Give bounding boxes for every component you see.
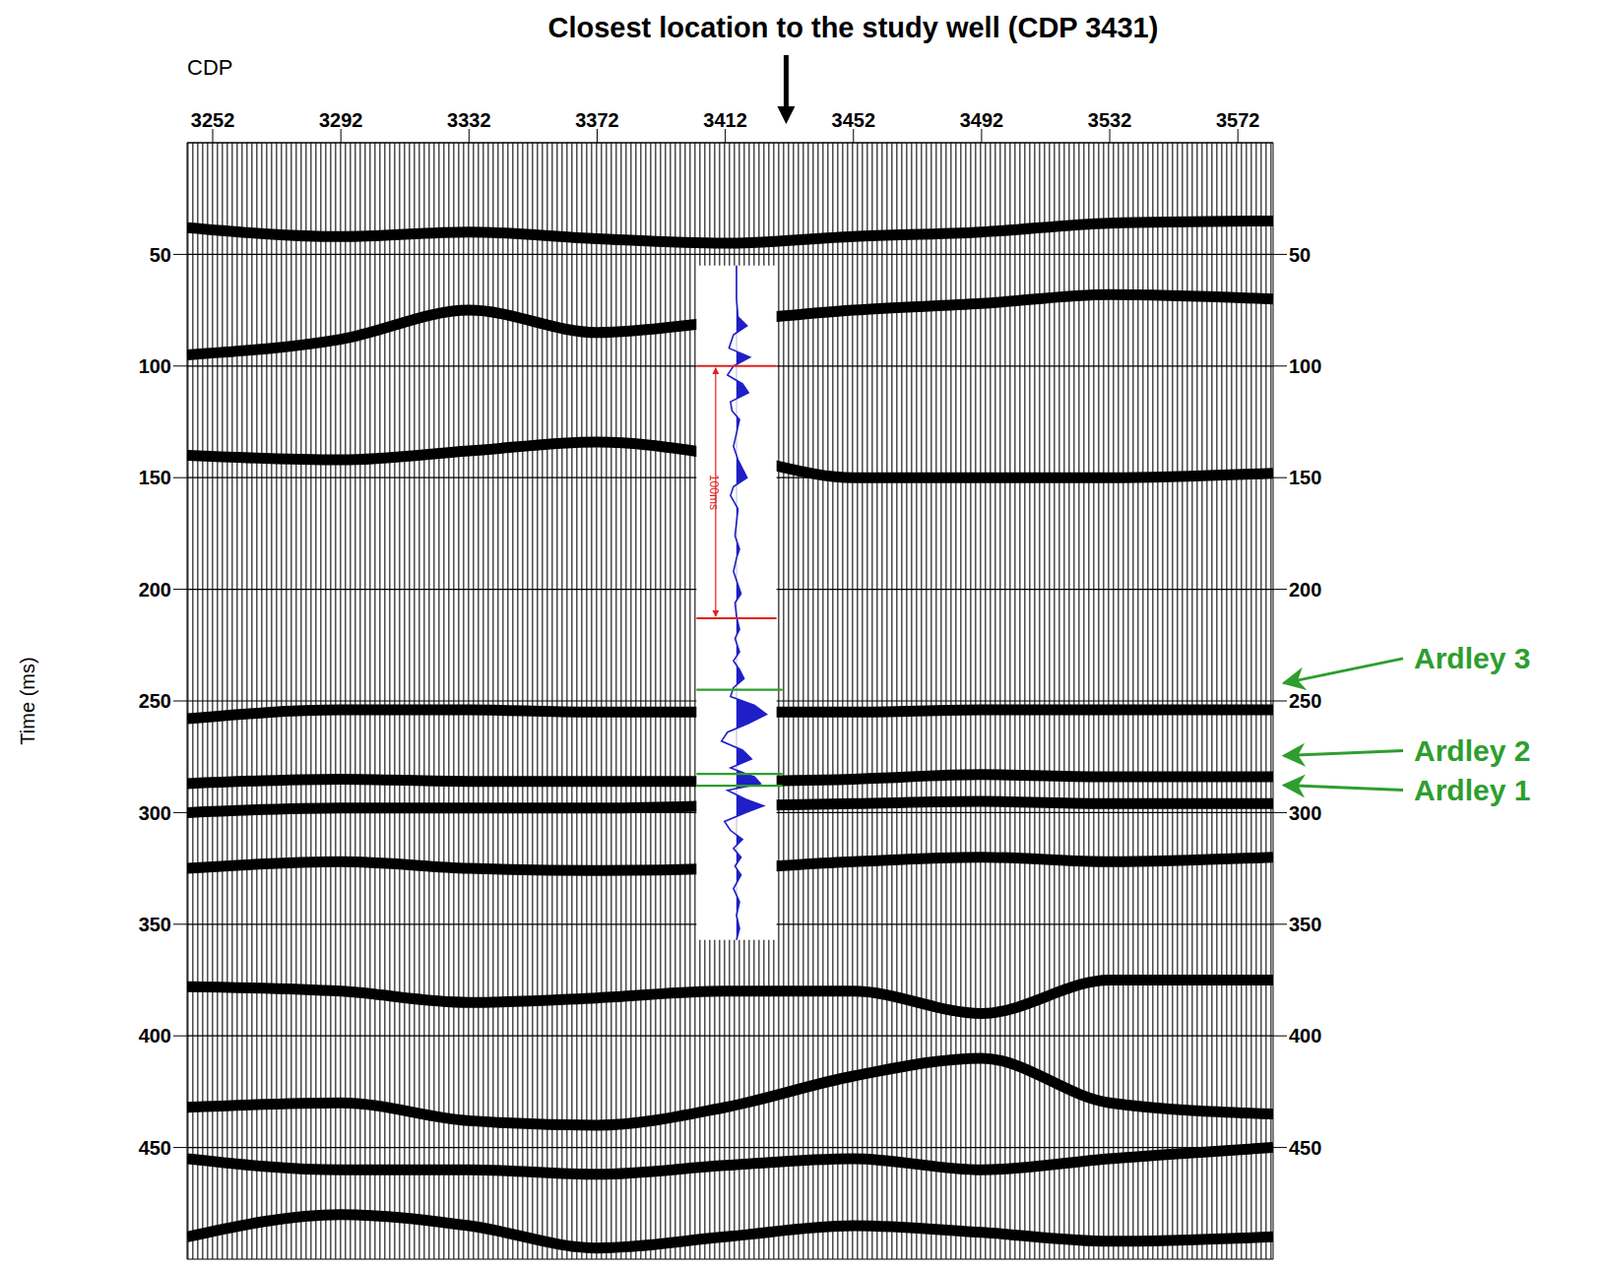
- svg-text:450: 450: [1288, 1137, 1322, 1159]
- svg-text:3532: 3532: [1088, 109, 1133, 131]
- svg-text:250: 250: [1288, 690, 1322, 712]
- svg-text:350: 350: [1288, 913, 1322, 936]
- svg-text:Time (ms): Time (ms): [16, 656, 39, 745]
- svg-text:3492: 3492: [960, 109, 1005, 131]
- svg-text:3372: 3372: [575, 109, 620, 131]
- svg-text:350: 350: [138, 913, 172, 936]
- svg-text:200: 200: [1288, 578, 1322, 601]
- svg-text:Closest location to the study: Closest location to the study well (CDP …: [548, 11, 1159, 44]
- svg-text:CDP: CDP: [187, 55, 233, 80]
- svg-text:3252: 3252: [191, 109, 236, 131]
- svg-text:3412: 3412: [703, 109, 748, 131]
- svg-text:100: 100: [138, 355, 172, 378]
- svg-text:3292: 3292: [319, 109, 364, 131]
- svg-text:400: 400: [1288, 1024, 1322, 1047]
- svg-text:250: 250: [138, 690, 172, 712]
- svg-text:300: 300: [138, 802, 172, 825]
- svg-text:50: 50: [1288, 244, 1311, 266]
- svg-text:300: 300: [1288, 802, 1322, 825]
- svg-text:Ardley 3: Ardley 3: [1413, 641, 1531, 675]
- svg-text:3572: 3572: [1216, 109, 1261, 131]
- svg-text:200: 200: [138, 578, 172, 601]
- svg-text:3332: 3332: [447, 109, 492, 131]
- svg-text:3452: 3452: [832, 109, 877, 131]
- svg-text:Ardley 1: Ardley 1: [1413, 773, 1531, 807]
- svg-text:400: 400: [138, 1024, 172, 1047]
- svg-text:150: 150: [1288, 466, 1322, 489]
- svg-text:450: 450: [138, 1137, 172, 1159]
- svg-text:150: 150: [138, 466, 172, 489]
- svg-text:50: 50: [149, 244, 172, 266]
- svg-text:Ardley 2: Ardley 2: [1413, 734, 1531, 768]
- svg-text:100: 100: [1288, 355, 1322, 378]
